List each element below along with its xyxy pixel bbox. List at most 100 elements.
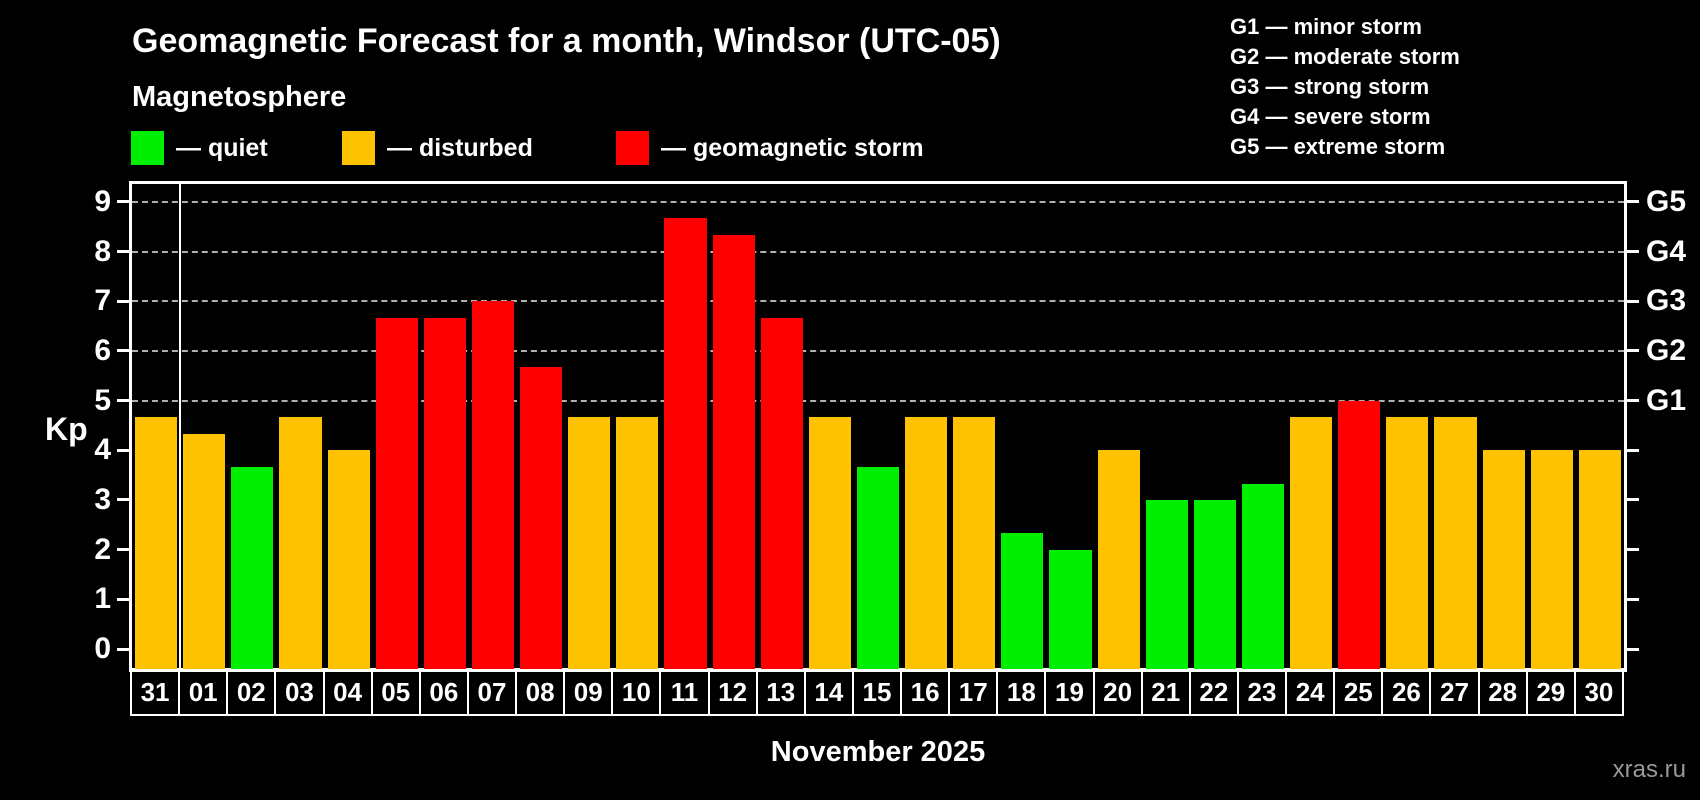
date-cell-02: 02 [226, 668, 277, 716]
right-tick-1 [1625, 597, 1639, 601]
kp-bar-16 [905, 417, 948, 669]
kp-bar-10 [616, 417, 659, 669]
kp-bar-24 [1290, 417, 1333, 669]
kp-bar-02 [231, 466, 274, 669]
kp-bar-22 [1193, 500, 1236, 669]
date-cell-25: 25 [1333, 668, 1384, 716]
left-tick-0 [117, 647, 131, 651]
left-tick-2 [117, 548, 131, 552]
left-tick-7 [117, 299, 131, 303]
date-cell-24: 24 [1285, 668, 1336, 716]
kp-bar-29 [1530, 450, 1573, 669]
left-tick-8 [117, 250, 131, 254]
date-cell-19: 19 [1044, 668, 1095, 716]
quiet-color-swatch [131, 131, 164, 165]
g-label-G3: G3 [1646, 284, 1687, 318]
kp-bar-08 [520, 367, 563, 669]
g-scale-legend-line-g4: G4 — severe storm [1230, 104, 1431, 129]
gridline-kp-6 [132, 349, 1624, 352]
kp-bar-chart-plot-area [132, 184, 1624, 669]
legend-label-storm: — geomagnetic storm [661, 133, 924, 162]
disturbed-color-swatch [342, 131, 375, 165]
date-cell-13: 13 [755, 668, 806, 716]
g-label-G4: G4 [1646, 234, 1687, 268]
kp-bar-26 [1386, 417, 1429, 669]
kp-bar-17 [953, 417, 996, 669]
date-cell-05: 05 [370, 668, 421, 716]
left-tick-3 [117, 498, 131, 502]
left-tick-9 [117, 200, 131, 204]
kp-bar-19 [1049, 549, 1092, 669]
date-cell-04: 04 [322, 668, 373, 716]
date-cell-21: 21 [1140, 668, 1191, 716]
legend-item-quiet: — quiet [131, 131, 268, 165]
storm-color-swatch [616, 131, 649, 165]
kp-bar-23 [1241, 483, 1285, 669]
g-scale-legend: G1 — minor storm G2 — moderate storm G3 … [1230, 12, 1460, 162]
right-tick-8 [1625, 250, 1639, 254]
kp-bar-20 [1097, 450, 1140, 669]
right-tick-4 [1625, 448, 1639, 452]
month-separator-line [179, 184, 182, 669]
kp-bar-12 [712, 235, 755, 669]
kp-bar-15 [856, 466, 900, 669]
legend-item-storm: — geomagnetic storm [616, 131, 924, 165]
kp-bar-04 [327, 450, 370, 669]
kp-bar-03 [279, 417, 322, 669]
g-label-G1: G1 [1646, 383, 1687, 417]
y-axis-title: Kp [45, 411, 88, 447]
kp-bar-06 [423, 317, 466, 669]
kp-bar-25 [1338, 400, 1381, 669]
date-cell-08: 08 [515, 668, 566, 716]
right-tick-5 [1625, 399, 1639, 403]
gridline-kp-9 [132, 200, 1624, 203]
gridline-kp-7 [132, 300, 1624, 303]
legend-label-disturbed: — disturbed [387, 133, 533, 162]
date-axis-row: 31 01 02 03 04 05 06 07 08 09 10 11 12 13 14 15 16 17 18 19… [130, 668, 1625, 716]
page-title: Geomagnetic Forecast for a month, Windso… [132, 22, 1001, 60]
y-tick-label-6: 6 [94, 333, 111, 367]
gridline-kp-8 [132, 250, 1624, 253]
kp-bar-09 [568, 417, 611, 669]
y-tick-label-3: 3 [94, 482, 111, 516]
kp-bar-18 [1001, 533, 1044, 669]
y-tick-label-1: 1 [94, 582, 111, 616]
g-scale-legend-line-g5: G5 — extreme storm [1230, 134, 1446, 159]
kp-bar-30 [1578, 450, 1621, 669]
date-cell-29: 29 [1525, 668, 1576, 716]
date-cell-28: 28 [1477, 668, 1528, 716]
left-tick-4 [117, 448, 131, 452]
right-tick-0 [1625, 647, 1639, 651]
right-tick-7 [1625, 299, 1639, 303]
left-tick-6 [117, 349, 131, 353]
kp-bar-05 [375, 317, 418, 669]
watermark-xras-ru: xras.ru [1612, 756, 1686, 783]
right-tick-2 [1625, 548, 1639, 552]
date-cell-31: 31 [130, 668, 181, 716]
kp-bar-27 [1434, 417, 1477, 669]
right-tick-9 [1625, 200, 1639, 204]
y-tick-label-8: 8 [94, 234, 111, 268]
date-cell-15: 15 [851, 668, 903, 716]
g-scale-legend-line-g3: G3 — strong storm [1230, 74, 1430, 99]
x-axis-caption: November 2025 [770, 736, 986, 768]
kp-bar-01 [183, 433, 226, 669]
kp-bar-31 [135, 417, 178, 669]
date-cell-20: 20 [1092, 668, 1143, 716]
date-cell-10: 10 [611, 668, 662, 716]
date-cell-01: 01 [178, 668, 229, 716]
g-label-G5: G5 [1646, 184, 1687, 218]
kp-bar-14 [808, 417, 851, 669]
gridline-kp-5 [132, 399, 1624, 402]
y-tick-label-7: 7 [94, 284, 111, 318]
date-cell-06: 06 [418, 668, 469, 716]
kp-bar-21 [1145, 500, 1188, 669]
legend-item-disturbed: — disturbed [342, 131, 533, 165]
y-tick-label-9: 9 [94, 184, 111, 218]
date-cell-12: 12 [707, 668, 758, 716]
date-cell-17: 17 [948, 668, 999, 716]
date-cell-23: 23 [1236, 668, 1288, 716]
date-cell-14: 14 [803, 668, 854, 716]
date-cell-16: 16 [900, 668, 951, 716]
